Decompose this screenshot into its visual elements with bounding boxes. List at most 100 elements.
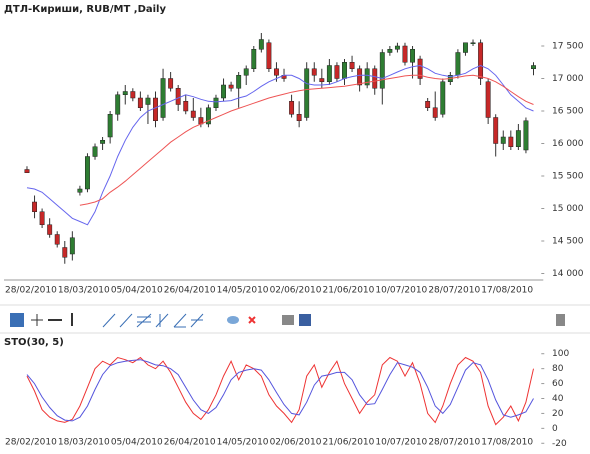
candle-body — [39, 211, 45, 225]
candle-body — [410, 49, 415, 63]
candle-body — [394, 45, 400, 50]
series-line — [26, 359, 534, 422]
candle-body — [531, 65, 536, 69]
candle-body — [258, 39, 264, 50]
x-tick-label: 17/08/2010 — [481, 286, 533, 296]
candle-body — [500, 136, 506, 144]
candle-body — [213, 97, 219, 108]
series-line — [26, 64, 534, 226]
candle-body — [379, 52, 385, 89]
candle-body — [342, 62, 347, 79]
candle-body — [100, 140, 106, 144]
toolbar — [10, 313, 565, 328]
candle-body — [221, 84, 226, 99]
x-tick-label: 10/07/2010 — [375, 286, 427, 296]
candle-body — [77, 188, 83, 193]
comment-tool[interactable] — [227, 316, 239, 324]
trash-button[interactable] — [556, 314, 565, 326]
y-tick-label: 80 — [552, 364, 564, 374]
candle-body — [160, 78, 166, 118]
candle-body — [266, 42, 272, 69]
candle-body — [485, 81, 491, 118]
candle-body — [236, 75, 242, 89]
candle-body — [357, 68, 363, 86]
candle-body — [153, 97, 158, 121]
x-tick-label: 21/06/2010 — [323, 286, 375, 296]
x-tick-label: 02/06/2010 — [270, 438, 322, 448]
candle-body — [402, 45, 408, 63]
candle-body — [130, 91, 136, 99]
x-tick-label: 26/04/2010 — [164, 286, 216, 296]
candle-body — [115, 94, 121, 115]
candle-body — [145, 97, 151, 105]
series-line — [26, 356, 534, 426]
candle-body — [92, 146, 98, 157]
candle-body — [137, 97, 143, 108]
candle-body — [47, 224, 53, 235]
candle-body — [440, 81, 446, 115]
candle-body — [85, 156, 90, 190]
candle-body — [32, 201, 37, 212]
x-tick-label: 21/06/2010 — [323, 438, 375, 448]
candle-body — [69, 237, 75, 255]
x-tick-label: 14/05/2010 — [217, 286, 269, 296]
x-tick-label: 02/06/2010 — [270, 286, 322, 296]
candle-body — [387, 49, 393, 53]
x-tick-label: 18/03/2010 — [58, 438, 110, 448]
x-tick-label: 05/04/2010 — [111, 286, 163, 296]
y-tick-label: 17 000 — [552, 74, 584, 84]
candle-body — [425, 101, 431, 108]
candle-body — [493, 117, 499, 144]
candle-body — [311, 68, 317, 76]
y-tick-label: 16 500 — [552, 107, 584, 117]
candle-body — [432, 107, 438, 118]
candle-body — [183, 101, 189, 112]
candle-body — [243, 68, 249, 76]
candle-body — [175, 88, 181, 105]
candle-body — [168, 78, 174, 89]
series-line — [79, 74, 534, 206]
candle-body — [470, 42, 476, 44]
candle-body — [478, 42, 484, 79]
x-tick-label: 18/03/2010 — [58, 286, 110, 296]
x-tick-label: 28/07/2010 — [428, 438, 480, 448]
y-tick-label: 15 000 — [552, 204, 584, 214]
pointer-tool[interactable] — [10, 313, 24, 327]
x-tick-label: 10/07/2010 — [375, 438, 427, 448]
candle-body — [515, 130, 521, 147]
delete-tool[interactable] — [248, 316, 256, 324]
candle-body — [251, 49, 257, 69]
x-tick-label: 14/05/2010 — [217, 438, 269, 448]
candle-body — [455, 52, 461, 76]
candle-body — [289, 101, 295, 115]
crosshair-tool[interactable] — [31, 314, 43, 326]
candle-body — [523, 120, 529, 151]
candle-body — [364, 68, 370, 86]
y-tick-label: 100 — [552, 349, 569, 359]
save-button[interactable] — [299, 314, 311, 326]
candle-body — [190, 110, 196, 118]
y-tick-label: 14 500 — [552, 237, 584, 247]
y-tick-label: 14 000 — [552, 269, 584, 279]
y-tick-label: 60 — [552, 379, 564, 389]
y-tick-label: 16 000 — [552, 139, 584, 149]
chart-title: ДТЛ-Кириши, RUB/MT ,Daily — [4, 4, 166, 15]
candle-body — [326, 65, 332, 82]
candle-body — [205, 107, 211, 125]
y-tick-label: 17 500 — [552, 42, 584, 52]
drawing-tools[interactable] — [102, 313, 204, 328]
print-button[interactable] — [282, 315, 294, 325]
candle-body — [417, 58, 423, 79]
candle-body — [334, 65, 340, 79]
candle-body — [304, 68, 310, 118]
candle-body — [372, 68, 378, 89]
x-tick-label: 17/08/2010 — [481, 438, 533, 448]
candle-body — [122, 91, 128, 95]
candle-body — [349, 62, 355, 69]
y-tick-label: 0 — [552, 424, 558, 434]
candle-body — [107, 114, 113, 138]
candle-body — [463, 42, 468, 53]
candle-body — [24, 169, 30, 173]
